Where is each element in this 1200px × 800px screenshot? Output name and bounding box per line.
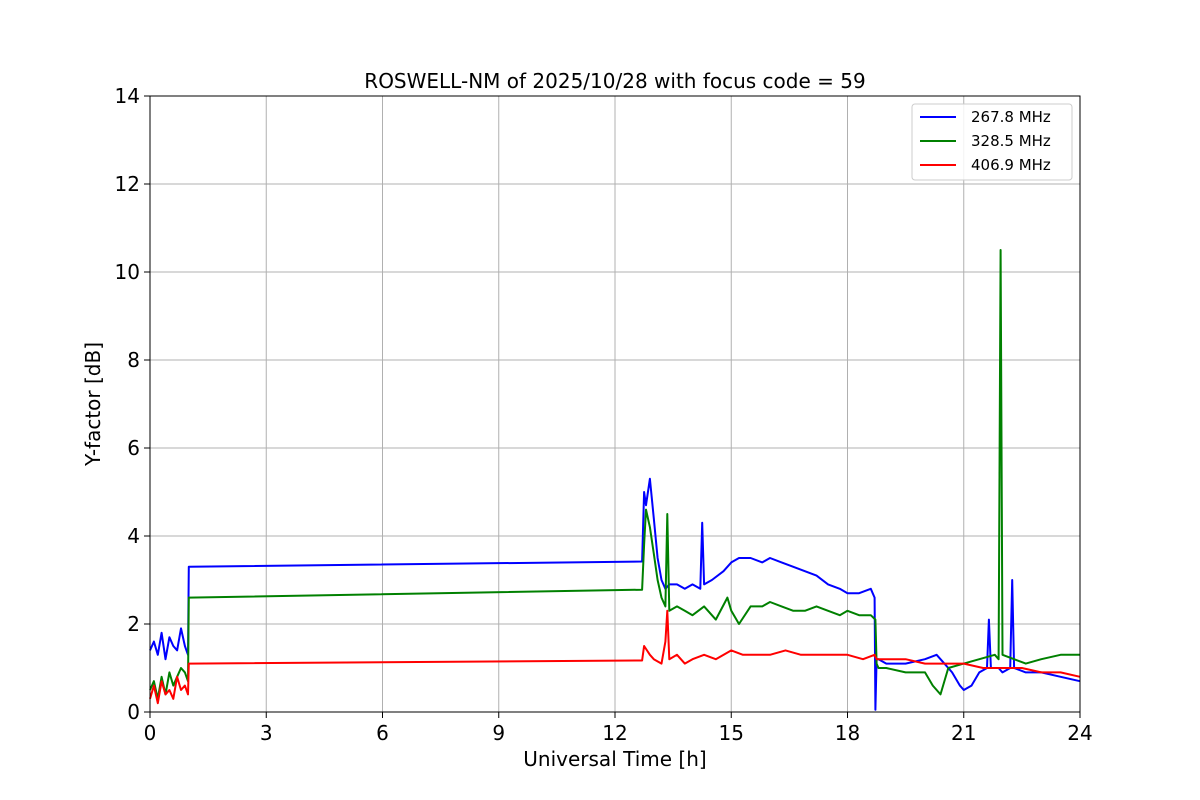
x-tick-label: 6 [376,721,389,745]
x-tick-label: 0 [144,721,157,745]
series-line-3 [149,609,1081,705]
y-tick-label: 0 [127,700,140,724]
legend-label-1: 267.8 MHz [971,108,1051,126]
series-line-1 [149,477,1081,711]
x-tick-label: 15 [719,721,744,745]
x-axis-label: Universal Time [h] [523,747,706,771]
x-tick-label: 24 [1067,721,1092,745]
series-lines [149,249,1081,711]
y-axis-ticks: 0 2 4 6 8 10 12 14 [115,84,150,724]
x-tick-label: 12 [602,721,627,745]
x-tick-label: 3 [260,721,273,745]
x-tick-label: 21 [951,721,976,745]
x-tick-label: 9 [492,721,505,745]
legend-label-2: 328.5 MHz [971,132,1051,150]
y-tick-label: 10 [115,260,140,284]
legend-label-3: 406.9 MHz [971,156,1051,174]
y-tick-label: 2 [127,612,140,636]
y-tick-label: 14 [115,84,140,108]
y-tick-label: 12 [115,172,140,196]
y-tick-label: 6 [127,436,140,460]
y-axis-label: Y-factor [dB] [81,342,105,467]
y-tick-label: 8 [127,348,140,372]
legend: 267.8 MHz 328.5 MHz 406.9 MHz [911,103,1073,181]
y-tick-label: 4 [127,524,140,548]
x-tick-label: 18 [835,721,860,745]
chart-title: ROSWELL-NM of 2025/10/28 with focus code… [364,69,865,93]
legend-box [911,103,1073,181]
x-axis-ticks: 0 3 6 9 12 15 18 21 24 [144,712,1093,745]
